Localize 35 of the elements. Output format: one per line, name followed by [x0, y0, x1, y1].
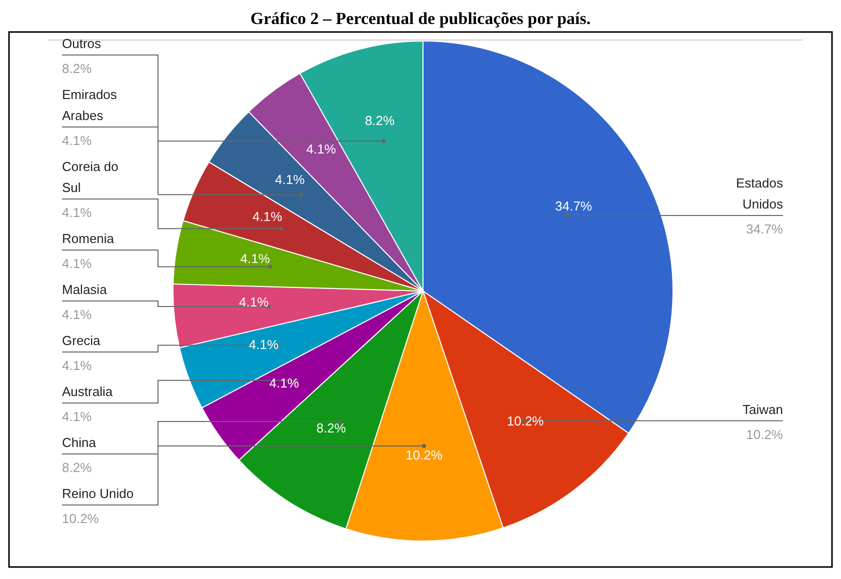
- text: 8.2%: [316, 420, 346, 436]
- text: 10.2%: [406, 448, 443, 463]
- data-label: 4.1%: [306, 141, 336, 156]
- data-label: 4.1%: [62, 358, 92, 373]
- slice-label: Romenia: [62, 231, 115, 246]
- text: 34.7%: [555, 198, 592, 214]
- slice-label: Estados Unidos: [736, 176, 784, 212]
- slice-label: Grecia: [62, 333, 102, 348]
- slice-label: China: [62, 435, 97, 450]
- slice-label: Taiwan: [742, 402, 783, 417]
- data-label: 8.2%: [62, 61, 92, 76]
- text: 4.1%: [275, 172, 305, 187]
- data-label: 4.1%: [62, 205, 92, 220]
- data-label: 10.2%: [62, 511, 100, 526]
- slice-label: Outros: [62, 36, 102, 51]
- data-label: 4.1%: [62, 409, 92, 424]
- chart-title: Gráfico 2 – Percentual de publicações por país.: [250, 9, 591, 28]
- text: 8.2%: [364, 113, 395, 128]
- data-label: 8.2%: [62, 460, 92, 475]
- text: 4.1%: [252, 209, 282, 224]
- slice-label: Australia: [62, 384, 114, 399]
- text: 4.1%: [240, 251, 270, 266]
- slice-label: Malasia: [62, 282, 108, 297]
- slice-label: Coreia do Sul: [62, 159, 118, 195]
- data-label: 34.7%: [746, 222, 784, 237]
- slice-label: Emirados Arabes: [62, 87, 118, 123]
- text: 10.2%: [506, 413, 544, 428]
- text: 4.1%: [239, 294, 269, 310]
- text: 4.1%: [248, 337, 279, 352]
- text: 4.1%: [269, 376, 299, 391]
- data-label: 10.2%: [746, 426, 784, 442]
- data-label: 4.1%: [62, 307, 92, 322]
- data-label: 4.1%: [62, 133, 92, 148]
- data-label: 4.1%: [62, 256, 92, 271]
- slice-label: Reino Unido: [62, 486, 134, 501]
